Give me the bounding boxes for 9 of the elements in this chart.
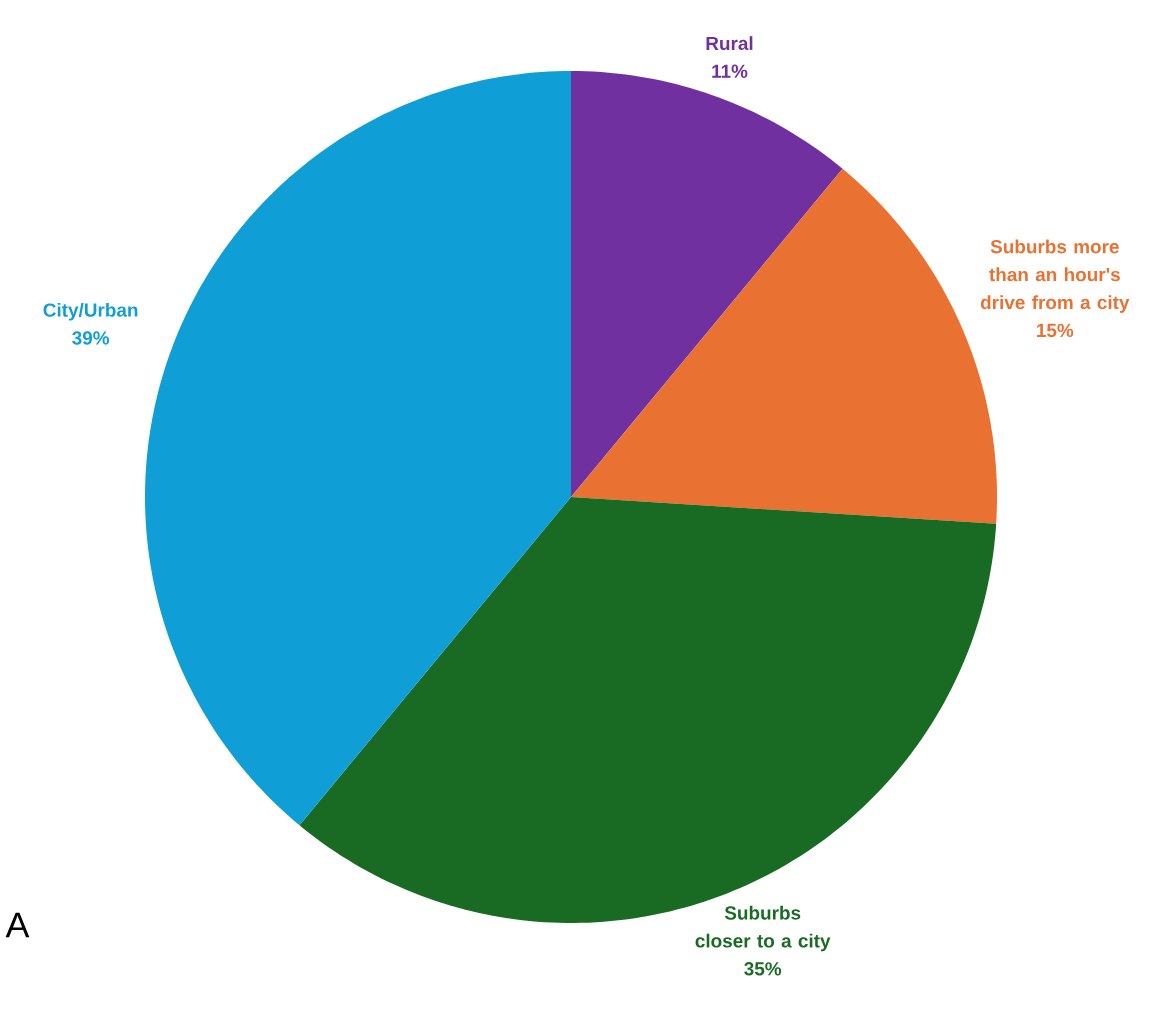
slice-label: City/Urban [43, 302, 138, 321]
data-label: 15% [1037, 323, 1074, 338]
data-label: 39% [72, 331, 110, 345]
slice-label: Suburbs more than an hour's drive from a city [980, 239, 1130, 313]
data-label: 35% [744, 962, 782, 976]
slice-label: Suburbs closer to a city [695, 905, 831, 952]
data-label: 11% [712, 64, 748, 78]
text: A [5, 912, 30, 938]
slice-label: Rural [706, 36, 753, 51]
